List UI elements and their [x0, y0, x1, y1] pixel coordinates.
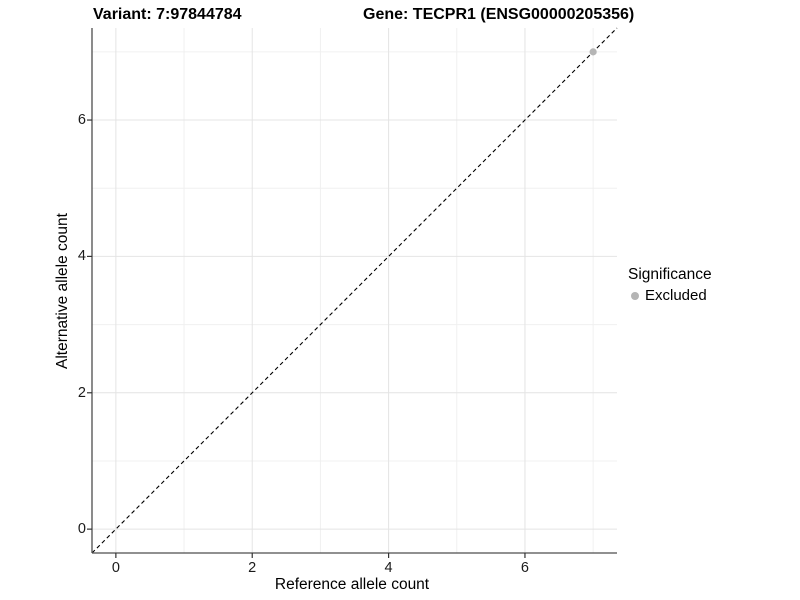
y-tick-label: 6 — [77, 112, 86, 129]
legend: Significance Excluded — [628, 265, 712, 304]
x-tick-label: 4 — [384, 560, 393, 576]
data-point-excluded — [589, 48, 597, 56]
x-axis-label: Reference allele count — [274, 576, 430, 593]
variant-title: Variant: 7:97844784 — [93, 6, 242, 23]
y-axis-label: Alternative allele count — [54, 213, 71, 369]
y-tick-label: 0 — [77, 521, 86, 538]
legend-item-excluded: Excluded — [628, 287, 712, 304]
identity-dashed-line — [91, 27, 618, 554]
y-tick-label: 4 — [77, 248, 86, 265]
x-tick-label: 0 — [111, 560, 120, 576]
legend-point-icon — [631, 291, 639, 300]
x-tick-label: 6 — [520, 560, 529, 576]
y-tick-label: 2 — [77, 384, 86, 401]
gene-title: Gene: TECPR1 (ENSG00000205356) — [363, 6, 635, 23]
x-tick-label: 2 — [248, 560, 257, 576]
legend-title: Significance — [628, 266, 712, 283]
legend-item-label: Excluded — [645, 287, 707, 304]
